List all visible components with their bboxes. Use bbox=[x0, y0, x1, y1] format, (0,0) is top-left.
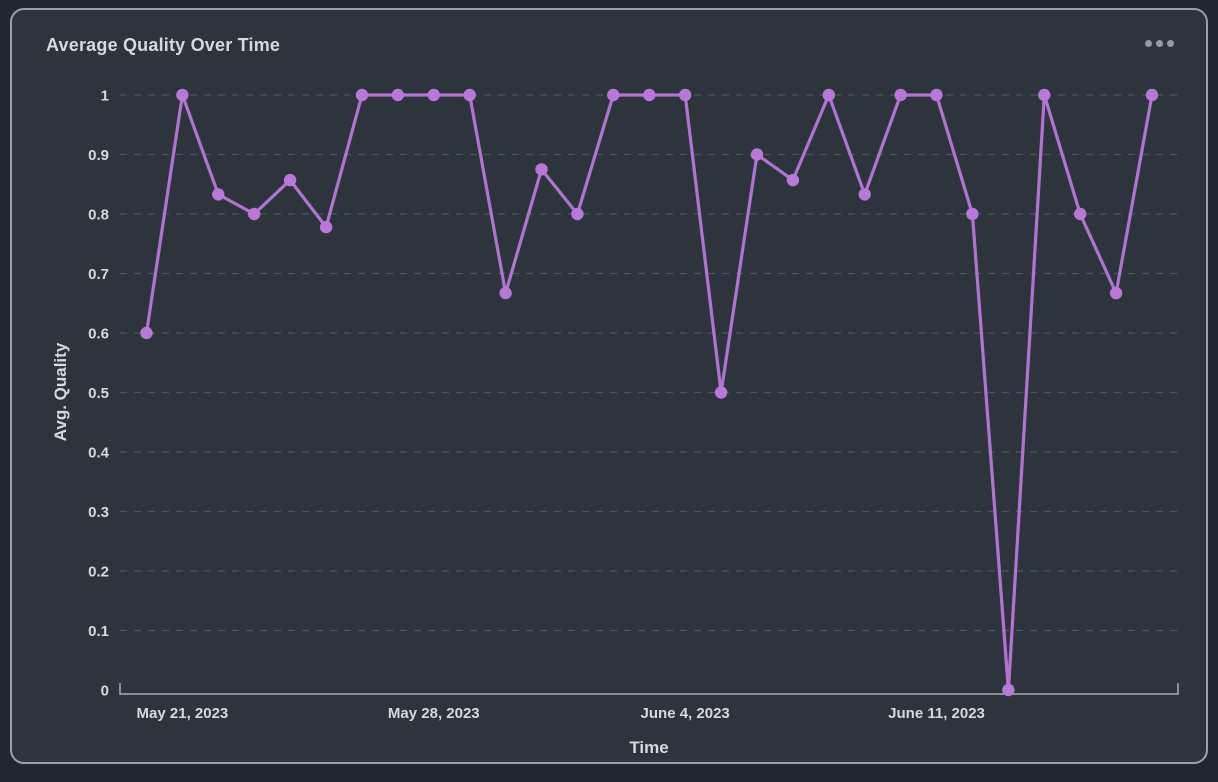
data-point[interactable] bbox=[212, 188, 225, 201]
series-line bbox=[144, 93, 1154, 692]
data-point[interactable] bbox=[822, 88, 835, 102]
data-point[interactable] bbox=[140, 326, 153, 340]
data-point[interactable] bbox=[1109, 286, 1123, 300]
y-tick-label: 0.1 bbox=[88, 623, 109, 640]
data-point[interactable] bbox=[714, 386, 728, 399]
data-point[interactable] bbox=[1145, 88, 1159, 102]
ellipsis-dot bbox=[1156, 40, 1163, 47]
data-point[interactable] bbox=[248, 207, 261, 221]
data-point[interactable] bbox=[319, 220, 333, 234]
data-point[interactable] bbox=[391, 88, 405, 102]
y-tick-label: 0.9 bbox=[88, 147, 109, 164]
y-tick-label: 0.3 bbox=[88, 504, 109, 521]
y-axis-title: Avg. Quality bbox=[51, 342, 70, 441]
data-point[interactable] bbox=[176, 88, 189, 102]
y-tick-label: 0.5 bbox=[88, 385, 109, 402]
data-point[interactable] bbox=[607, 88, 620, 102]
y-tick-label: 0.4 bbox=[88, 445, 110, 462]
y-tick-label: 0.6 bbox=[88, 326, 109, 343]
x-axis-title: Time bbox=[629, 738, 668, 757]
data-point[interactable] bbox=[1074, 207, 1087, 221]
data-point[interactable] bbox=[571, 207, 584, 221]
x-tick-label: May 21, 2023 bbox=[137, 705, 229, 722]
x-tick-label: May 28, 2023 bbox=[388, 705, 480, 722]
ellipsis-dot bbox=[1167, 40, 1174, 47]
data-point[interactable] bbox=[643, 88, 656, 102]
data-point[interactable] bbox=[750, 148, 764, 161]
data-point[interactable] bbox=[858, 188, 871, 201]
ellipsis-dot bbox=[1145, 40, 1152, 47]
data-point[interactable] bbox=[499, 286, 512, 300]
x-axis-line bbox=[119, 683, 1179, 695]
y-tick-label: 0.8 bbox=[88, 207, 109, 224]
data-point[interactable] bbox=[894, 88, 907, 102]
data-point[interactable] bbox=[427, 88, 440, 102]
data-point[interactable] bbox=[283, 173, 297, 187]
data-point[interactable] bbox=[966, 207, 979, 221]
x-tick-label: June 11, 2023 bbox=[888, 705, 985, 722]
data-point[interactable] bbox=[535, 163, 548, 176]
panel-title: Average Quality Over Time bbox=[46, 35, 281, 55]
data-point[interactable] bbox=[355, 88, 369, 102]
data-point[interactable] bbox=[679, 88, 692, 102]
x-tick-label: June 4, 2023 bbox=[641, 705, 730, 722]
y-tick-label: 0 bbox=[101, 683, 109, 700]
y-tick-label: 0.2 bbox=[88, 564, 109, 581]
data-point[interactable] bbox=[463, 88, 476, 102]
data-point[interactable] bbox=[786, 173, 800, 187]
data-point[interactable] bbox=[930, 88, 943, 102]
line-chart: 0 0.1 0.2 0.3 0.4 0.5 0.6 0.7 0.8 0.9 1 May 21, 202… bbox=[51, 88, 1179, 757]
y-tick-label: 0.7 bbox=[88, 266, 109, 283]
ellipsis-menu-icon[interactable] bbox=[1145, 40, 1174, 47]
data-point[interactable] bbox=[1002, 683, 1015, 697]
data-point[interactable] bbox=[1038, 88, 1051, 102]
y-tick-label: 1 bbox=[101, 88, 109, 105]
panel-card: Average Quality Over Time 0 0.1 0.2 0.3 0.4 0… bbox=[10, 8, 1208, 764]
